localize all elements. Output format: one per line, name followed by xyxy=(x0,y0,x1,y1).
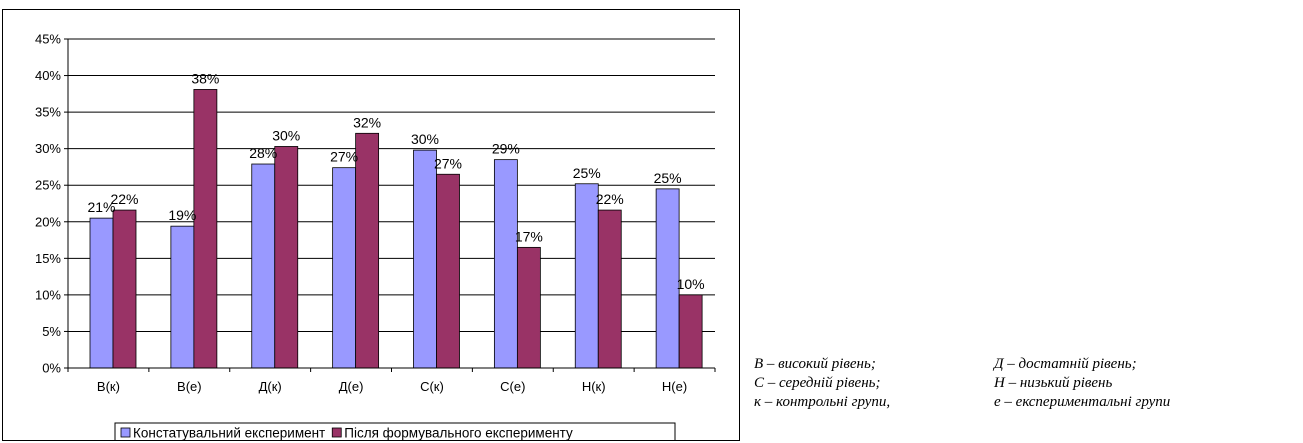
data-label: 22% xyxy=(596,191,624,207)
axes xyxy=(64,38,716,372)
y-tick-label: 25% xyxy=(35,178,61,193)
data-label: 30% xyxy=(272,127,300,143)
bar xyxy=(193,89,218,369)
bar xyxy=(574,183,599,369)
y-tick-label: 5% xyxy=(42,324,61,339)
note-row: С – середній рівень; Н – низький рівень xyxy=(754,374,1299,393)
data-label: 27% xyxy=(434,155,462,171)
bar xyxy=(355,132,380,369)
note-text: Н – низький рівень xyxy=(994,375,1113,391)
legend-label: Констатувальний експеримент xyxy=(133,426,325,441)
chart-legend: Констатувальний експеримент Після формува… xyxy=(114,422,676,441)
data-label: 17% xyxy=(515,228,543,244)
legend-swatch xyxy=(120,427,131,438)
data-label: 22% xyxy=(110,191,138,207)
category-label: В(е) xyxy=(177,379,202,394)
data-label: 28% xyxy=(249,145,277,161)
y-tick-label: 35% xyxy=(35,105,61,120)
note-text: к – контрольні групи, xyxy=(754,394,891,410)
bar xyxy=(251,163,276,369)
bar xyxy=(274,146,299,369)
chart-frame: 0% 5% 10% 15% 20% 25% 30% 35% 40% 45% В(к) В(е) Д(к… xyxy=(2,9,740,441)
y-tick-label: 20% xyxy=(35,214,61,229)
bar xyxy=(678,294,703,369)
legend-label: Після формувального експерименту xyxy=(344,426,573,441)
bar xyxy=(413,149,437,369)
bar xyxy=(170,225,195,369)
note-text: е – експериментальні групи xyxy=(994,394,1171,410)
category-label: С(к) xyxy=(420,379,444,394)
data-label: 30% xyxy=(411,131,439,147)
bar xyxy=(89,217,114,369)
y-tick-label: 45% xyxy=(35,32,61,47)
y-tick-label: 40% xyxy=(35,68,61,83)
y-tick-label: 30% xyxy=(35,141,61,156)
bar xyxy=(332,167,357,369)
note-text: С – середній рівень; xyxy=(754,375,881,391)
category-label: В(к) xyxy=(97,379,120,394)
data-label: 21% xyxy=(87,199,115,215)
bars xyxy=(89,89,703,369)
category-label: Д(к) xyxy=(259,379,282,394)
abbreviation-notes: В – високий рівень; Д – достатній рівень… xyxy=(754,355,1299,412)
category-label: Д(е) xyxy=(339,379,364,394)
bar xyxy=(516,246,541,369)
y-tick-label: 0% xyxy=(42,361,61,376)
note-row: к – контрольні групи, е – експерименталь… xyxy=(754,393,1299,412)
category-labels: В(к) В(е) Д(к) Д(е) С(к) С(е) Н(к) Н(е) xyxy=(97,379,687,394)
y-tick-label: 15% xyxy=(35,251,61,266)
y-tick-label: 10% xyxy=(35,287,61,302)
category-label: Н(е) xyxy=(662,379,687,394)
bar xyxy=(493,159,518,369)
data-label: 19% xyxy=(168,207,196,223)
category-label: Н(к) xyxy=(582,379,606,394)
data-label: 29% xyxy=(492,141,520,157)
category-label: С(е) xyxy=(500,379,525,394)
note-row: В – високий рівень; Д – достатній рівень… xyxy=(754,355,1299,374)
legend-swatch xyxy=(331,427,342,438)
bar-chart: 0% 5% 10% 15% 20% 25% 30% 35% 40% 45% В(к) В(е) Д(к… xyxy=(35,32,716,441)
data-label: 25% xyxy=(573,165,601,181)
bar xyxy=(597,209,622,369)
note-text: В – високий рівень; xyxy=(754,356,876,372)
data-label: 10% xyxy=(677,276,705,292)
legend-box xyxy=(114,422,676,440)
data-label: 25% xyxy=(654,170,682,186)
note-text: Д – достатній рівень; xyxy=(994,356,1137,372)
data-label: 38% xyxy=(191,70,219,86)
bar xyxy=(436,173,460,369)
data-label: 32% xyxy=(353,114,381,130)
data-labels: 21%22%19%38%28%30%27%32%30%27%29%17%25%2… xyxy=(87,70,704,291)
y-axis-ticks: 0% 5% 10% 15% 20% 25% 30% 35% 40% 45% xyxy=(35,32,61,376)
data-label: 27% xyxy=(330,149,358,165)
bar xyxy=(112,209,137,369)
